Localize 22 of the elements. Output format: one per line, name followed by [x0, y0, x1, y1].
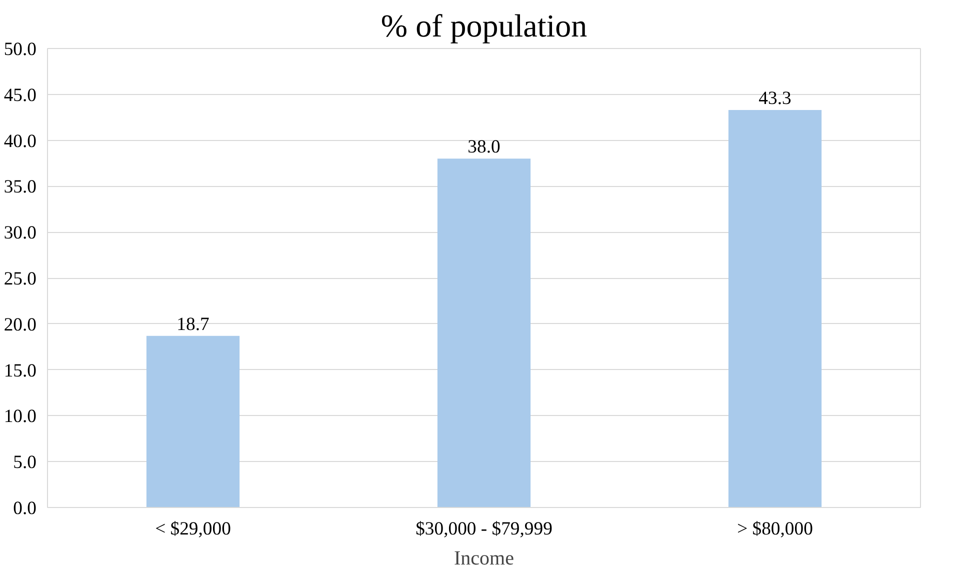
y-tick-label: 15.0 — [4, 360, 37, 382]
data-label: 18.7 — [176, 314, 210, 335]
chart-title: % of population — [380, 8, 588, 44]
bar — [146, 336, 240, 508]
y-tick-label: 45.0 — [4, 84, 37, 106]
y-tick-label: 35.0 — [4, 176, 37, 198]
x-tick-label: > $80,000 — [737, 518, 813, 540]
y-tick-label: 5.0 — [13, 452, 37, 474]
y-tick-label: 10.0 — [4, 406, 37, 428]
x-axis-title: Income — [454, 548, 514, 570]
bar — [728, 110, 822, 508]
x-tick-label: $30,000 - $79,999 — [416, 518, 552, 540]
y-tick-label: 25.0 — [4, 268, 37, 290]
y-tick-label: 20.0 — [4, 314, 37, 336]
y-tick-label: 40.0 — [4, 130, 37, 152]
y-tick-label: 0.0 — [13, 498, 37, 519]
data-label: 38.0 — [468, 136, 500, 158]
bar — [437, 158, 531, 508]
x-tick-label: < $29,000 — [155, 518, 231, 540]
data-label: 43.3 — [758, 88, 792, 110]
y-tick-label: 30.0 — [4, 222, 37, 244]
y-tick-label: 50.0 — [4, 39, 37, 60]
